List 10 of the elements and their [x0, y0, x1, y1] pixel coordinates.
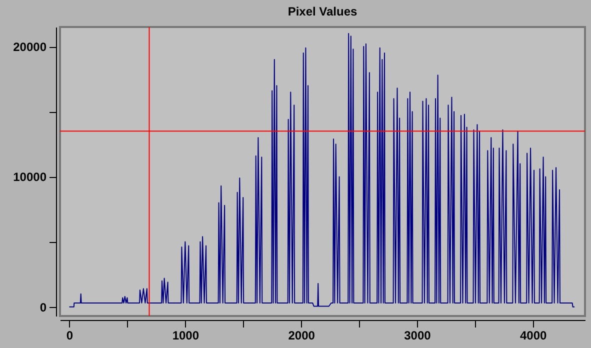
x-tick-label: 0 — [66, 328, 74, 342]
line-series — [68, 33, 576, 308]
x-tick-label: 4000 — [520, 328, 548, 342]
chart-title: Pixel Values — [288, 4, 358, 18]
x-tick-label: 2000 — [288, 328, 316, 342]
y-tick-label: 20000 — [13, 40, 47, 54]
y-tick-label: 10000 — [13, 170, 47, 184]
x-tick-label: 3000 — [404, 328, 432, 342]
x-tick-label: 1000 — [172, 328, 200, 342]
y-tick-label: 0 — [40, 300, 47, 314]
